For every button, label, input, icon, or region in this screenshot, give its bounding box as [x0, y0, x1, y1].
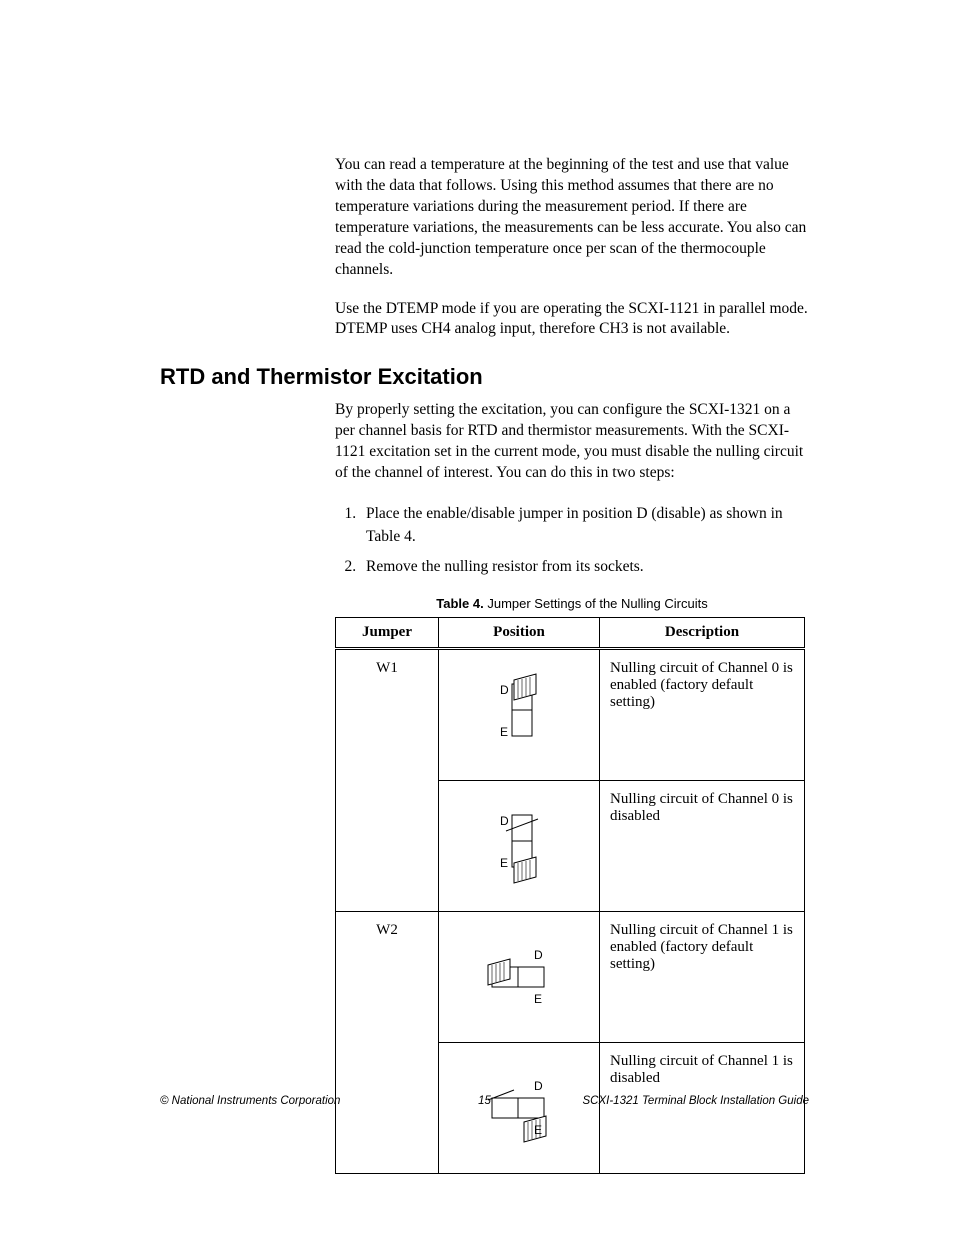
- jumper-icon: D E: [484, 670, 554, 760]
- cell-jumper-w1: W1: [336, 648, 439, 911]
- cell-description-3: Nulling circuit of Channel 1 is disabled: [600, 1042, 805, 1173]
- th-position: Position: [439, 617, 600, 648]
- th-jumper: Jumper: [336, 617, 439, 648]
- cell-description-0: Nulling circuit of Channel 0 is enabled …: [600, 648, 805, 780]
- d-label: D: [534, 948, 543, 962]
- page-footer: © National Instruments Corporation 15 SC…: [160, 1095, 809, 1107]
- paragraph-1: You can read a temperature at the beginn…: [335, 155, 809, 281]
- table-header-row: Jumper Position Description: [336, 617, 805, 648]
- jumper-icon: D E: [474, 937, 564, 1017]
- e-label: E: [534, 992, 542, 1006]
- jumper-icon: D E: [484, 801, 554, 891]
- cell-description-1: Nulling circuit of Channel 0 is disabled: [600, 780, 805, 911]
- cell-position-0: D E: [439, 648, 600, 780]
- e-label: E: [534, 1123, 542, 1137]
- cell-jumper-w2: W2: [336, 911, 439, 1173]
- section-heading-rtd: RTD and Thermistor Excitation: [160, 364, 809, 390]
- cell-position-3: D E: [439, 1042, 600, 1173]
- th-description: Description: [600, 617, 805, 648]
- cell-position-1: D E: [439, 780, 600, 911]
- d-label: D: [500, 683, 509, 697]
- footer-page-number: 15: [160, 1095, 809, 1107]
- table-caption: Table 4. Jumper Settings of the Nulling …: [335, 596, 809, 611]
- d-label: D: [500, 814, 509, 828]
- table-row: W2: [336, 911, 805, 1042]
- d-label: D: [534, 1079, 543, 1093]
- jumper-table: Jumper Position Description W1: [335, 617, 805, 1174]
- jumper-icon: D E: [474, 1068, 564, 1148]
- e-label: E: [500, 856, 508, 870]
- paragraph-2: Use the DTEMP mode if you are operating …: [335, 299, 809, 341]
- steps-list: Place the enable/disable jumper in posit…: [160, 502, 809, 578]
- paragraph-3: By properly setting the excitation, you …: [335, 400, 809, 484]
- table-caption-rest: Jumper Settings of the Nulling Circuits: [484, 596, 708, 611]
- cell-position-2: D E: [439, 911, 600, 1042]
- table-caption-lead: Table 4.: [436, 596, 483, 611]
- cell-description-2: Nulling circuit of Channel 1 is enabled …: [600, 911, 805, 1042]
- e-label: E: [500, 725, 508, 739]
- list-item-1: Place the enable/disable jumper in posit…: [360, 502, 809, 549]
- list-item-2: Remove the nulling resistor from its soc…: [360, 555, 809, 578]
- table-row: W1: [336, 648, 805, 780]
